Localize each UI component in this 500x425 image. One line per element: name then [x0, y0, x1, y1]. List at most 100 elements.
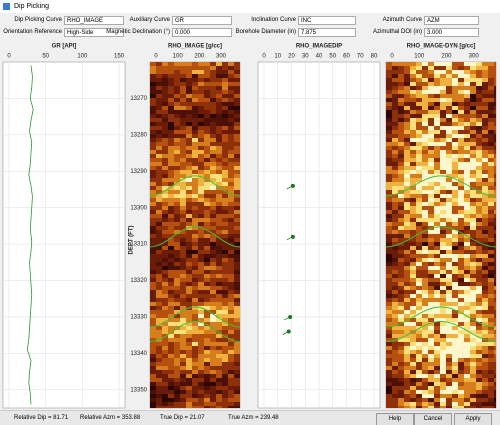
image-pixel: [422, 350, 428, 354]
image-pixel: [210, 222, 216, 226]
image-pixel: [186, 214, 192, 218]
image-pixel: [446, 122, 452, 126]
image-pixel: [222, 218, 228, 222]
image-pixel: [156, 378, 162, 382]
image-pixel: [416, 166, 422, 170]
image-pixel: [482, 66, 488, 70]
image-pixel: [150, 222, 156, 226]
image-pixel: [204, 202, 210, 206]
image-pixel: [168, 378, 174, 382]
image-pixel: [464, 370, 470, 374]
image-pixel: [162, 154, 168, 158]
image-pixel: [458, 394, 464, 398]
image-pixel: [174, 194, 180, 198]
image-pixel: [216, 230, 222, 234]
image-pixel: [428, 338, 434, 342]
image-pixel: [192, 114, 198, 118]
image-pixel: [228, 302, 234, 306]
image-pixel: [198, 102, 204, 106]
image-pixel: [398, 370, 404, 374]
image-pixel: [222, 366, 228, 370]
image-pixel: [404, 162, 410, 166]
image-pixel: [210, 74, 216, 78]
image-pixel: [204, 110, 210, 114]
image-pixel: [222, 242, 228, 246]
image-pixel: [452, 266, 458, 270]
image-pixel: [464, 158, 470, 162]
image-pixel: [162, 330, 168, 334]
image-pixel: [398, 226, 404, 230]
image-pixel: [482, 366, 488, 370]
text-input[interactable]: 7.875: [298, 28, 356, 37]
image-pixel: [434, 270, 440, 274]
dropdown[interactable]: INC: [298, 16, 356, 25]
image-pixel: [494, 354, 496, 358]
image-pixel: [228, 90, 234, 94]
image-pixel: [222, 338, 228, 342]
image-pixel: [392, 182, 398, 186]
button[interactable]: Cancel: [414, 413, 452, 425]
image-pixel: [234, 118, 240, 122]
image-pixel: [204, 398, 210, 402]
image-pixel: [222, 250, 228, 254]
image-pixel: [470, 90, 476, 94]
image-pixel: [482, 74, 488, 78]
image-pixel: [210, 266, 216, 270]
image-pixel: [186, 134, 192, 138]
dropdown[interactable]: High-Side: [64, 28, 124, 37]
image-pixel: [422, 90, 428, 94]
image-pixel: [228, 318, 234, 322]
image-pixel: [216, 170, 222, 174]
image-pixel: [222, 182, 228, 186]
image-pixel: [234, 82, 240, 86]
image-pixel: [410, 150, 416, 154]
image-pixel: [470, 286, 476, 290]
image-pixel: [234, 142, 240, 146]
image-pixel: [410, 178, 416, 182]
x-tick-label: 200: [194, 54, 205, 60]
image-pixel: [204, 198, 210, 202]
image-pixel: [398, 242, 404, 246]
image-pixel: [428, 302, 434, 306]
image-pixel: [422, 70, 428, 74]
dropdown[interactable]: RHO_IMAGE: [64, 16, 124, 25]
image-pixel: [422, 342, 428, 346]
image-pixel: [150, 338, 156, 342]
x-tick-label: 50: [42, 54, 49, 60]
image-pixel: [186, 314, 192, 318]
image-pixel: [416, 190, 422, 194]
image-pixel: [422, 318, 428, 322]
image-pixel: [464, 82, 470, 86]
dropdown[interactable]: AZM: [424, 16, 479, 25]
image-pixel: [162, 182, 168, 186]
image-pixel: [204, 310, 210, 314]
button[interactable]: Help: [376, 413, 414, 425]
image-pixel: [482, 274, 488, 278]
image-pixel: [416, 274, 422, 278]
image-pixel: [464, 70, 470, 74]
image-pixel: [446, 106, 452, 110]
image-pixel: [162, 382, 168, 386]
image-pixel: [482, 370, 488, 374]
image-pixel: [470, 270, 476, 274]
image-pixel: [186, 86, 192, 90]
image-pixel: [174, 402, 180, 406]
button[interactable]: Apply: [454, 413, 492, 425]
image-pixel: [180, 102, 186, 106]
image-pixel: [488, 314, 494, 318]
image-pixel: [162, 98, 168, 102]
sinusoid: [149, 306, 241, 328]
image-pixel: [470, 306, 476, 310]
image-pixel: [422, 158, 428, 162]
image-pixel: [428, 286, 434, 290]
image-pixel: [228, 366, 234, 370]
text-input[interactable]: 0.000: [172, 28, 232, 37]
image-pixel: [150, 406, 156, 408]
text-input[interactable]: 3.000: [424, 28, 479, 37]
image-pixel: [404, 154, 410, 158]
image-pixel: [198, 162, 204, 166]
image-pixel: [446, 238, 452, 242]
dropdown[interactable]: GR: [172, 16, 232, 25]
image-pixel: [482, 314, 488, 318]
image-pixel: [398, 278, 404, 282]
